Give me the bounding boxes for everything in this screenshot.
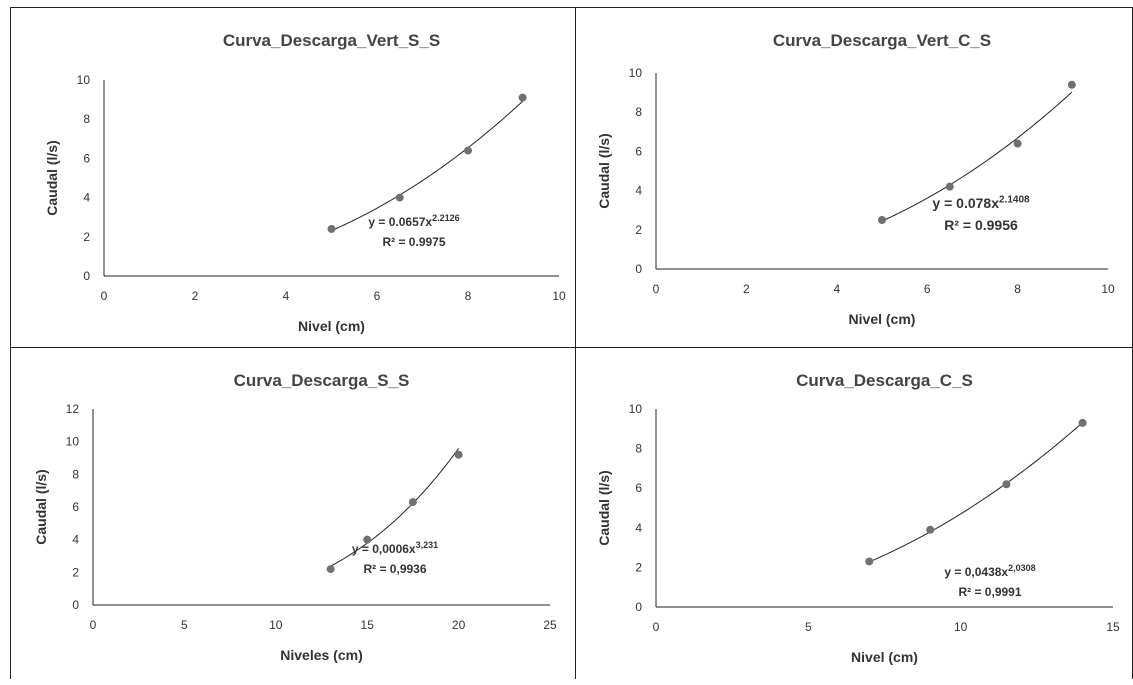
data-point <box>363 535 372 544</box>
trendline <box>330 448 460 567</box>
x-tick-label: 0 <box>653 282 660 296</box>
r-squared-label: R² = 0,9936 <box>363 562 426 576</box>
x-tick-label: 6 <box>374 289 381 303</box>
data-point <box>926 525 935 534</box>
chart-svg: Curva_Descarga_C_S 0 2 4 6 8 10 0 5 10 15 Nivel (cm… <box>596 371 1120 665</box>
y-tick-label: 8 <box>635 442 642 456</box>
data-point <box>1013 139 1022 148</box>
data-point <box>327 224 336 233</box>
chart-title: Curva_Descarga_C_S <box>796 371 973 390</box>
data-point <box>1078 418 1087 427</box>
x-tick-label: 2 <box>743 282 750 296</box>
x-axis-label: Nivel (cm) <box>298 318 365 334</box>
x-tick-label: 25 <box>543 618 557 632</box>
data-point <box>464 146 472 155</box>
x-tick-label: 0 <box>653 620 660 634</box>
data-point <box>408 498 417 507</box>
y-tick-label: 8 <box>635 105 642 119</box>
x-tick-label: 5 <box>805 620 812 634</box>
y-tick-label: 10 <box>629 66 643 80</box>
y-tick-label: 4 <box>635 521 642 535</box>
y-tick-label: 0 <box>635 600 642 614</box>
data-point <box>518 93 527 102</box>
data-point <box>878 216 886 224</box>
x-tick-label: 8 <box>465 289 472 303</box>
data-point <box>326 565 335 574</box>
trendline-equation: y = 0.0657x2.2126 <box>368 213 459 229</box>
x-tick-label: 4 <box>833 282 840 296</box>
x-axis-label: Niveles (cm) <box>280 647 362 663</box>
y-tick-label: 4 <box>635 184 642 198</box>
r-squared-label: R² = 0,9991 <box>958 585 1021 599</box>
trendline-equation: y = 0,0438x2,0308 <box>944 563 1035 579</box>
x-tick-label: 2 <box>192 289 199 303</box>
y-tick-label: 0 <box>72 598 79 612</box>
chart-panel: Curva_Descarga_C_S 0 2 4 6 8 10 0 5 10 15 Nivel (cm… <box>575 347 1133 679</box>
y-axis-label: Caudal (l/s) <box>596 133 612 208</box>
x-tick-label: 6 <box>924 282 931 296</box>
chart-panel: Curva_Descarga_S_S 0 2 4 6 8 10 12 0 5 10 15 20 25 Niv… <box>10 347 575 679</box>
chart-panel: Curva_Descarga_Vert_C_S 0 2 4 6 8 10 0 2 4 6 8 10 Niv… <box>575 7 1133 347</box>
chart-title: Curva_Descarga_Vert_C_S <box>773 31 991 50</box>
x-axis-label: Nivel (cm) <box>851 649 918 665</box>
y-axis-label: Caudal (l/s) <box>596 470 612 545</box>
y-tick-label: 0 <box>635 262 642 276</box>
x-tick-label: 10 <box>1101 282 1115 296</box>
y-tick-label: 8 <box>83 112 90 126</box>
data-point <box>454 450 463 459</box>
y-axis-label: Caudal (l/s) <box>33 469 49 544</box>
data-point <box>395 193 404 202</box>
data-point <box>945 182 954 191</box>
x-tick-label: 20 <box>452 618 466 632</box>
chart-panel: Curva_Descarga_Vert_S_S 0 2 4 6 8 10 0 2 4 6 8 10 Niv… <box>10 7 575 347</box>
x-tick-label: 4 <box>283 289 290 303</box>
x-tick-label: 10 <box>954 620 968 634</box>
y-tick-label: 2 <box>635 560 642 574</box>
y-tick-label: 10 <box>66 435 80 449</box>
trendline-equation: y = 0,0006x3,231 <box>352 540 438 556</box>
y-tick-label: 6 <box>635 481 642 495</box>
y-tick-label: 4 <box>83 191 90 205</box>
y-tick-label: 4 <box>72 533 79 547</box>
x-tick-label: 0 <box>101 289 108 303</box>
y-tick-label: 6 <box>83 151 90 165</box>
x-tick-label: 15 <box>361 618 375 632</box>
chart-svg: Curva_Descarga_S_S 0 2 4 6 8 10 12 0 5 10 15 20 25 Niv… <box>33 371 557 663</box>
x-tick-label: 8 <box>1014 282 1021 296</box>
x-tick-label: 10 <box>552 289 566 303</box>
y-tick-label: 10 <box>629 402 643 416</box>
y-tick-label: 6 <box>72 500 79 514</box>
trendline <box>869 422 1083 563</box>
x-tick-label: 0 <box>90 618 97 632</box>
y-tick-label: 8 <box>72 467 79 481</box>
y-tick-label: 2 <box>635 223 642 237</box>
x-tick-label: 10 <box>269 618 283 632</box>
chart-title: Curva_Descarga_S_S <box>234 371 410 390</box>
r-squared-label: R² = 0.9956 <box>944 217 1018 233</box>
chart-title: Curva_Descarga_Vert_S_S <box>223 31 440 50</box>
y-tick-label: 10 <box>77 73 91 87</box>
x-axis-label: Nivel (cm) <box>849 311 916 327</box>
y-axis-label: Caudal (l/s) <box>44 140 60 215</box>
trendline-equation: y = 0.078x2.1408 <box>932 194 1030 211</box>
chart-svg: Curva_Descarga_Vert_S_S 0 2 4 6 8 10 0 2 4 6 8 10 Niv… <box>44 31 566 334</box>
x-tick-label: 15 <box>1106 620 1120 634</box>
chart-svg: Curva_Descarga_Vert_C_S 0 2 4 6 8 10 0 2 4 6 8 10 Niv… <box>596 31 1115 327</box>
y-tick-label: 6 <box>635 144 642 158</box>
y-tick-label: 2 <box>72 565 79 579</box>
trendline <box>331 100 523 232</box>
y-tick-label: 0 <box>83 269 90 283</box>
data-point <box>1002 480 1011 489</box>
trendline <box>881 91 1073 222</box>
y-tick-label: 2 <box>83 230 90 244</box>
r-squared-label: R² = 0.9975 <box>382 235 445 249</box>
data-point <box>1067 80 1076 89</box>
y-tick-label: 12 <box>66 402 80 416</box>
x-tick-label: 5 <box>181 618 188 632</box>
data-point <box>865 557 874 566</box>
